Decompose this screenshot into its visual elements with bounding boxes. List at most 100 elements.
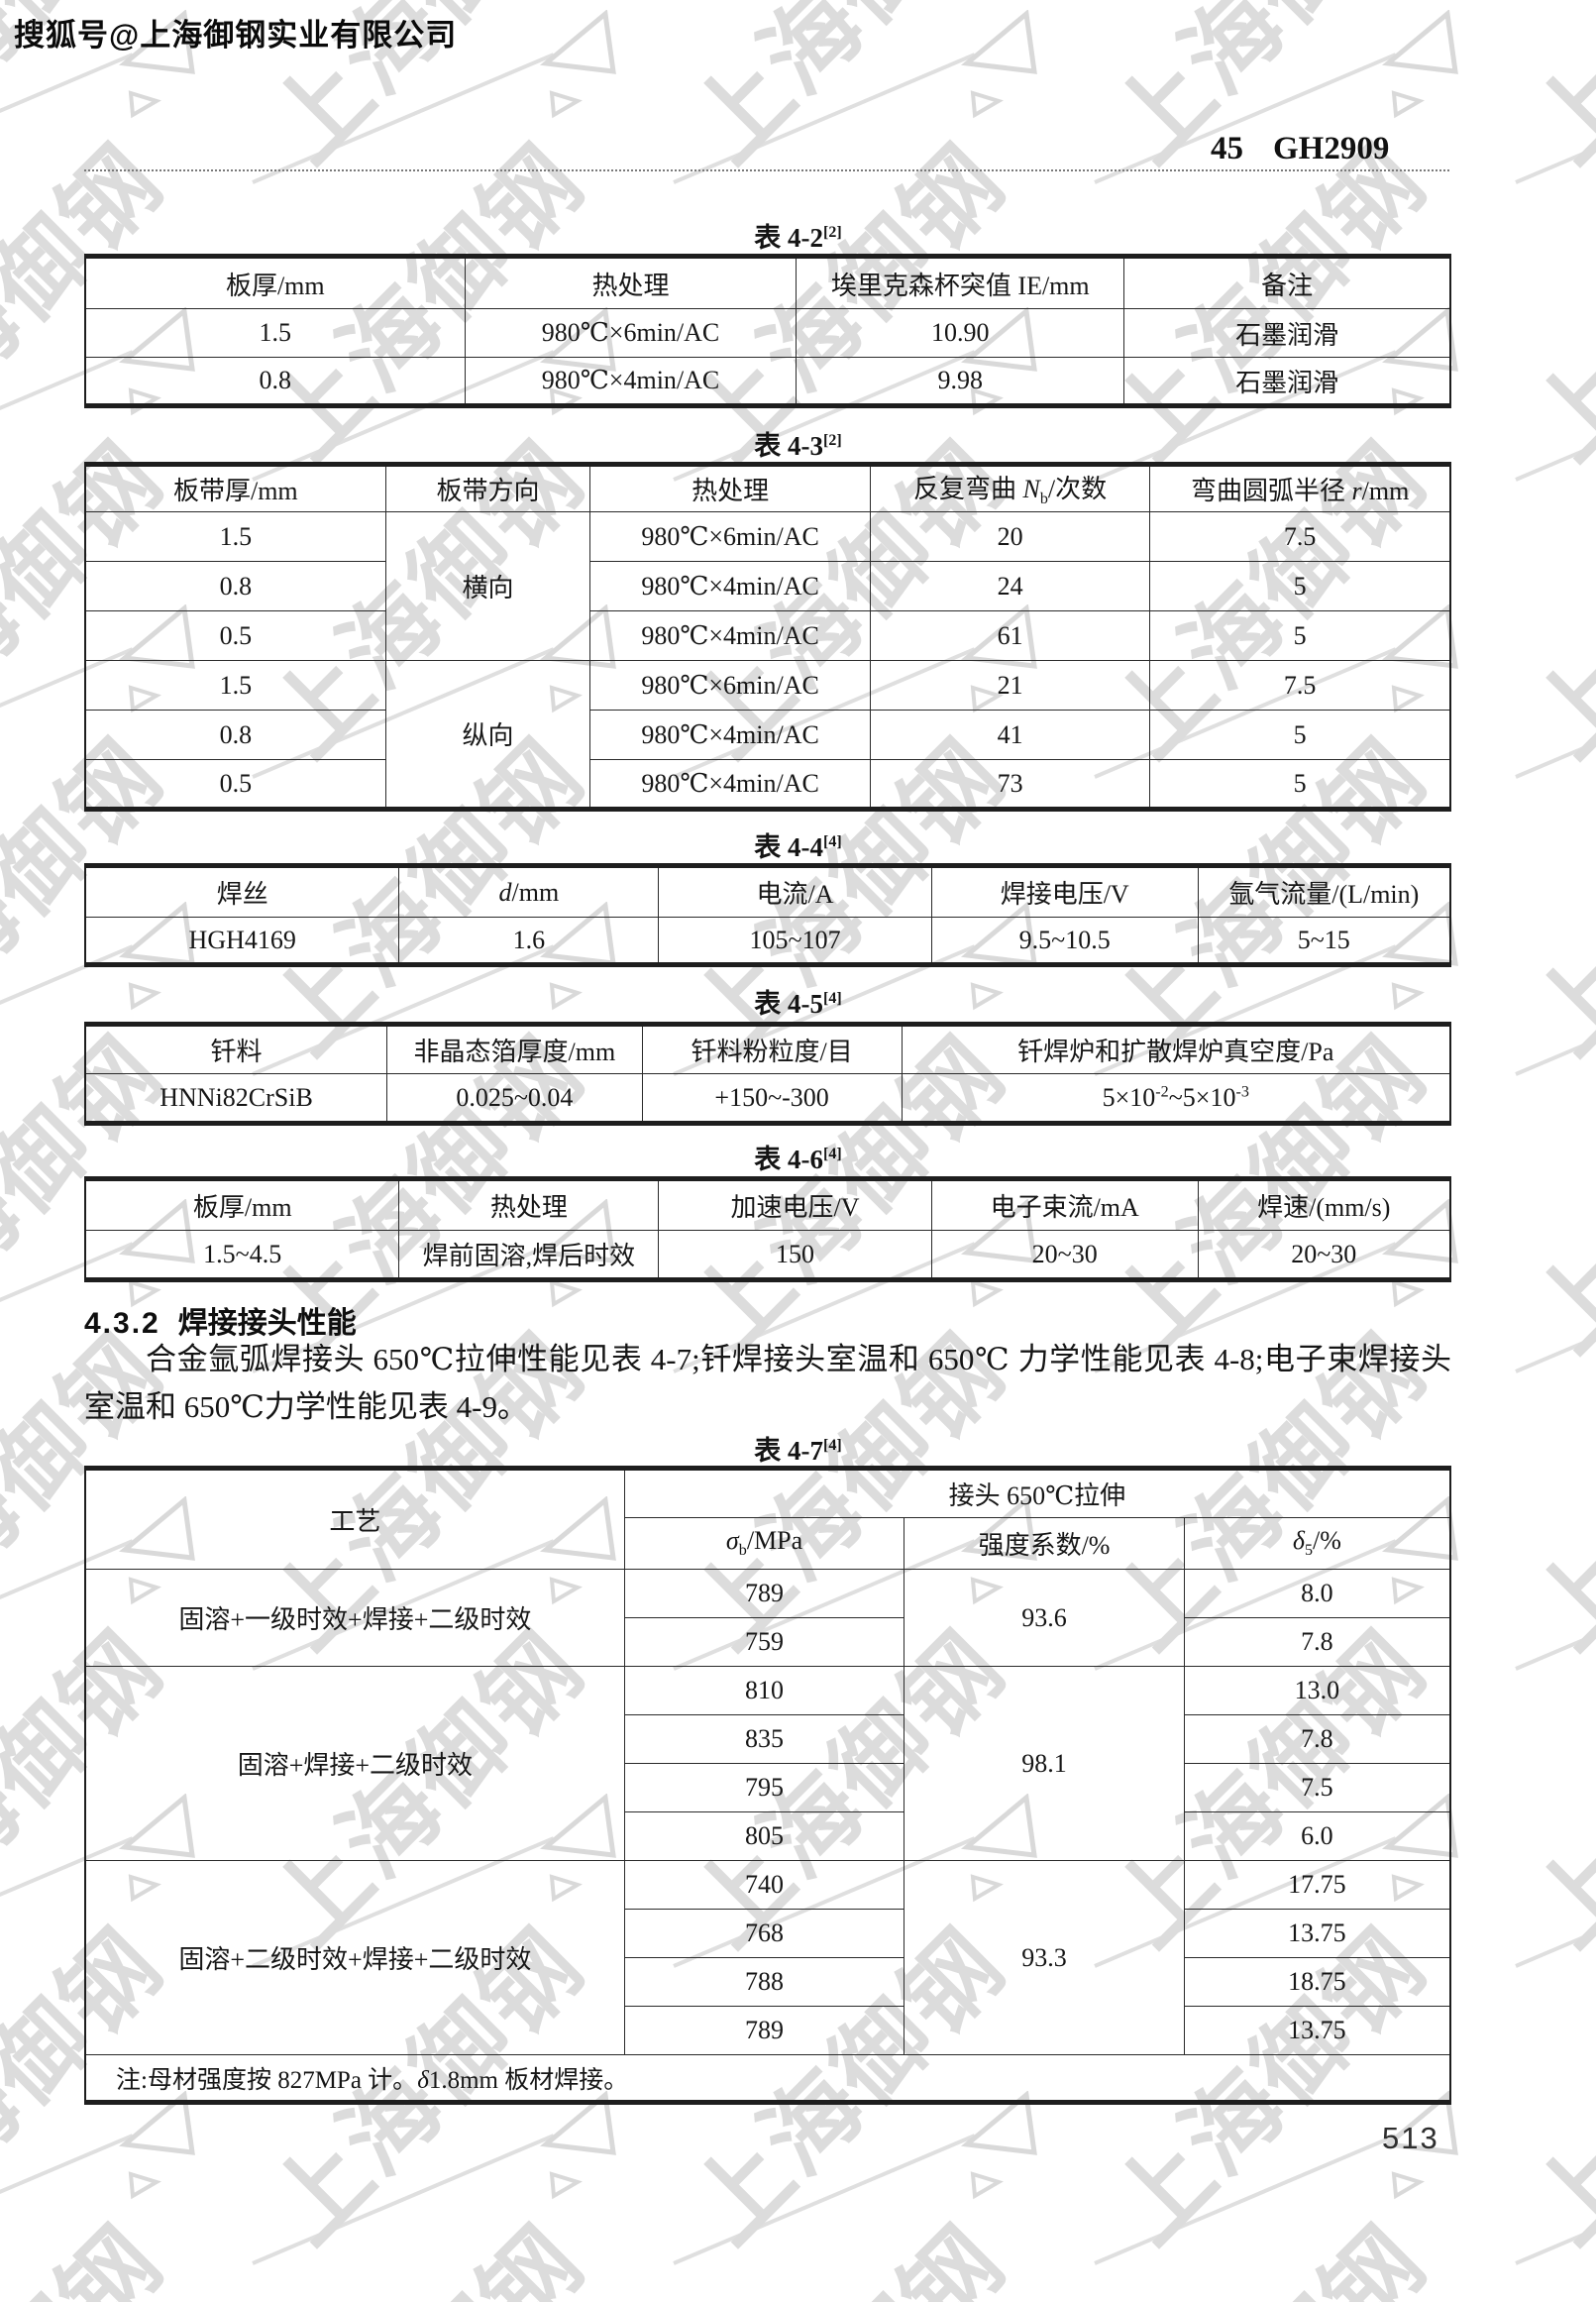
table-4-4-wrap: 焊丝 d/mm 电流/A 焊接电压/V 氩气流量/(L/min) HGH4169… <box>84 863 1451 967</box>
table-ref-superscript: [2] <box>823 224 842 241</box>
table-cell: 9.5~10.5 <box>930 917 1199 965</box>
column-header: 焊速/(mm/s) <box>1197 1178 1451 1231</box>
page-number: 513 <box>1382 2121 1439 2155</box>
body-paragraph: 合金氩弧焊接头 650℃拉伸性能见表 4-7;钎焊接头室温和 650℃ 力学性能… <box>84 1342 1451 1424</box>
direction-group-cell: 横向 <box>384 511 591 661</box>
column-header: 反复弯曲 Nb/次数 <box>869 464 1151 512</box>
table-note-row: 注:母材强度按 827MPa 计。δ1.8mm 板材焊接。 <box>84 2054 1451 2103</box>
column-header: 板厚/mm <box>84 1178 400 1231</box>
table-row: 1.5 横向 980℃×6min/AC 20 7.5 <box>84 511 1451 661</box>
page-corner-code: GH2909 <box>1273 131 1390 166</box>
table-cell: 980℃×6min/AC <box>589 660 871 711</box>
table-cell: 5 <box>1149 759 1451 810</box>
table-cell: 980℃×4min/AC <box>589 610 871 661</box>
column-header: 焊丝 <box>84 865 400 918</box>
table-ref-superscript: [2] <box>823 432 842 449</box>
table-row: 固溶+一级时效+焊接+二级时效 789 93.6 8.0 <box>84 1569 1451 1667</box>
column-header: 备注 <box>1123 256 1451 309</box>
table-ref-superscript: [4] <box>823 1146 842 1162</box>
table-row: 固溶+二级时效+焊接+二级时效 740 93.3 17.75 <box>84 1860 1451 2055</box>
table-row: HGH4169 1.6 105~107 9.5~10.5 5~15 <box>84 917 1451 965</box>
table-4-4: 焊丝 d/mm 电流/A 焊接电压/V 氩气流量/(L/min) HGH4169… <box>84 863 1451 967</box>
column-header: 强度系数/% <box>904 1517 1185 1570</box>
table-4-5-title: 表 4-5[4] <box>0 982 1596 1021</box>
column-header: 加速电压/V <box>658 1178 932 1231</box>
table-cell: 8.0 <box>1183 1569 1451 1618</box>
table-4-4-title: 表 4-4[4] <box>0 825 1596 864</box>
table-cell: 73 <box>869 759 1151 810</box>
table-row: 0.8 980℃×4min/AC 9.98 石墨润滑 <box>84 357 1451 406</box>
coef-cell: 93.3 <box>904 1860 1185 2055</box>
table-row: 835 7.8 <box>85 1714 1451 1764</box>
table-cell: HNNi82CrSiB <box>84 1073 388 1124</box>
table-title-text: 表 4-7 <box>754 1436 824 1466</box>
table-cell: 7.8 <box>1183 1617 1451 1667</box>
table-4-2-title: 表 4-2[2] <box>0 216 1596 255</box>
table-cell: 5~15 <box>1197 917 1451 965</box>
column-header: 热处理 <box>464 256 798 309</box>
table-cell: 5 <box>1149 561 1451 611</box>
table-cell: 795 <box>623 1763 905 1812</box>
table-row: HNNi82CrSiB 0.025~0.04 +150~-300 5×10-2~… <box>84 1073 1451 1124</box>
table-cell: 20 <box>869 511 1151 562</box>
table-cell: 980℃×4min/AC <box>589 759 871 810</box>
table-cell: 0.5 <box>84 610 386 661</box>
column-header: d/mm <box>398 865 660 918</box>
table-cell: 0.8 <box>84 710 386 760</box>
table-cell: 7.5 <box>1149 660 1451 711</box>
column-header: δ5/% <box>1183 1517 1451 1570</box>
table-cell: 石墨润滑 <box>1123 308 1451 358</box>
table-4-6-title: 表 4-6[4] <box>0 1138 1596 1176</box>
table-4-3-title: 表 4-3[2] <box>0 424 1596 463</box>
table-cell: 1.5 <box>84 660 386 711</box>
column-header: 埃里克森杯突值 IE/mm <box>796 256 1125 309</box>
table-row: 1.5~4.5 焊前固溶,焊后时效 150 20~30 20~30 <box>84 1230 1451 1280</box>
table-header-row: 焊丝 d/mm 电流/A 焊接电压/V 氩气流量/(L/min) <box>84 865 1451 918</box>
table-cell: 7.8 <box>1183 1714 1451 1764</box>
table-cell: 0.025~0.04 <box>386 1073 643 1124</box>
table-cell: 5 <box>1149 710 1451 760</box>
column-header: 钎料粉粒度/目 <box>641 1024 903 1074</box>
coef-cell: 93.6 <box>904 1569 1185 1667</box>
table-ref-superscript: [4] <box>823 833 842 850</box>
table-cell: 13.75 <box>1183 1909 1451 1958</box>
table-cell: 835 <box>623 1714 905 1764</box>
table-cell: 980℃×4min/AC <box>464 357 798 406</box>
table-cell: 789 <box>623 2006 905 2055</box>
table-4-6-wrap: 板厚/mm 热处理 加速电压/V 电子束流/mA 焊速/(mm/s) 1.5~4… <box>84 1176 1451 1282</box>
table-cell: 21 <box>869 660 1151 711</box>
table-cell: 5×10-2~5×10-3 <box>901 1073 1451 1124</box>
process-cell: 固溶+二级时效+焊接+二级时效 <box>84 1860 625 2055</box>
direction-group-cell: 纵向 <box>384 660 591 810</box>
table-4-3-wrap: 板带厚/mm 板带方向 热处理 反复弯曲 Nb/次数 弯曲圆弧半径 r/mm 1… <box>84 462 1451 812</box>
table-cell: 24 <box>869 561 1151 611</box>
table-row: 0.5 980℃×4min/AC 61 5 <box>84 610 1451 661</box>
table-cell: 789 <box>623 1569 905 1618</box>
table-header-row: 板厚/mm 热处理 加速电压/V 电子束流/mA 焊速/(mm/s) <box>84 1178 1451 1231</box>
table-header-row: 板厚/mm 热处理 埃里克森杯突值 IE/mm 备注 <box>84 256 1451 309</box>
table-title-text: 表 4-2 <box>754 223 824 253</box>
table-cell: 41 <box>869 710 1151 760</box>
page-corner: 45 GH2909 <box>1211 131 1389 167</box>
table-title-text: 表 4-4 <box>754 832 824 862</box>
process-cell: 固溶+一级时效+焊接+二级时效 <box>84 1569 625 1667</box>
column-header: σb/MPa <box>623 1517 905 1570</box>
table-cell: 768 <box>623 1909 905 1958</box>
table-4-6: 板厚/mm 热处理 加速电压/V 电子束流/mA 焊速/(mm/s) 1.5~4… <box>84 1176 1451 1282</box>
table-header-row: 板带厚/mm 板带方向 热处理 反复弯曲 Nb/次数 弯曲圆弧半径 r/mm <box>84 464 1451 512</box>
table-cell: 石墨润滑 <box>1123 357 1451 406</box>
table-cell: 13.0 <box>1183 1666 1451 1715</box>
table-title-text: 表 4-6 <box>754 1145 824 1174</box>
table-cell: 759 <box>623 1617 905 1667</box>
column-header: 焊接电压/V <box>930 865 1199 918</box>
table-cell: 18.75 <box>1183 1957 1451 2007</box>
table-row: 1.5 980℃×6min/AC 10.90 石墨润滑 <box>84 308 1451 358</box>
table-4-5-wrap: 钎料 非晶态箔厚度/mm 钎料粉粒度/目 钎焊炉和扩散焊炉真空度/Pa HNNi… <box>84 1022 1451 1126</box>
table-cell: 0.5 <box>84 759 386 810</box>
table-cell: 17.75 <box>1183 1860 1451 1910</box>
table-cell: 980℃×4min/AC <box>589 561 871 611</box>
table-4-2-wrap: 板厚/mm 热处理 埃里克森杯突值 IE/mm 备注 1.5 980℃×6min… <box>84 254 1451 408</box>
table-row: 固溶+焊接+二级时效 810 98.1 13.0 <box>84 1666 1451 1861</box>
coef-cell: 98.1 <box>904 1666 1185 1861</box>
table-row: 0.8 980℃×4min/AC 24 5 <box>84 561 1451 611</box>
